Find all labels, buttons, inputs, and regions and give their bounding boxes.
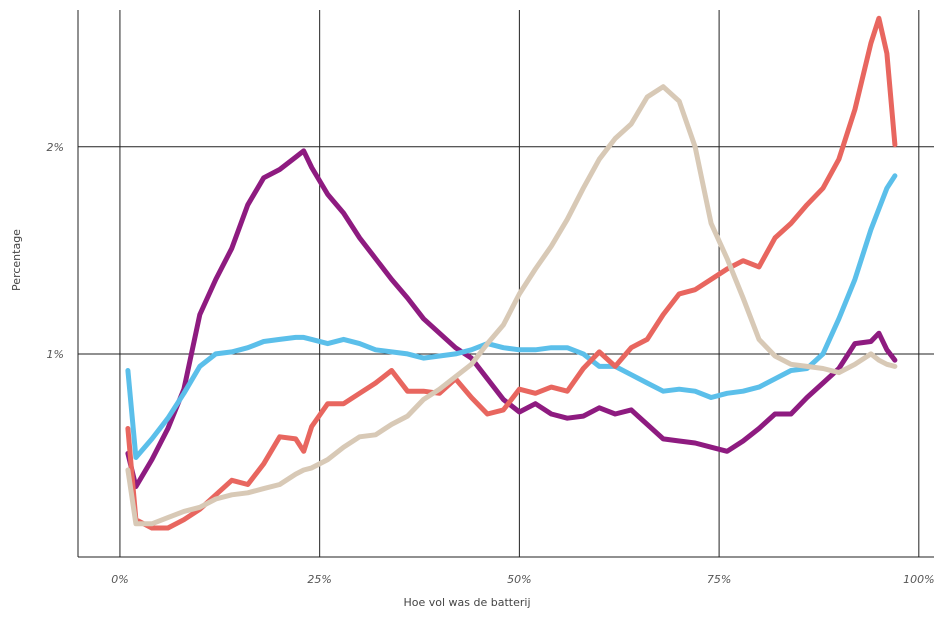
series-line (125, 84, 898, 527)
x-tick-label: 25% (307, 573, 331, 586)
x-tick-label: 50% (507, 573, 531, 586)
series-line (125, 173, 898, 460)
series-line (125, 15, 898, 531)
x-tick-label: 100% (903, 573, 934, 586)
y-axis-title: Percentage (10, 229, 23, 291)
y-tick-label: 2% (47, 141, 64, 154)
x-axis-title: Hoe vol was de batterij (403, 596, 530, 609)
x-tick-label: 0% (111, 573, 128, 586)
y-tick-label: 1% (47, 348, 64, 361)
series-line (125, 148, 898, 490)
x-tick-label: 75% (707, 573, 731, 586)
